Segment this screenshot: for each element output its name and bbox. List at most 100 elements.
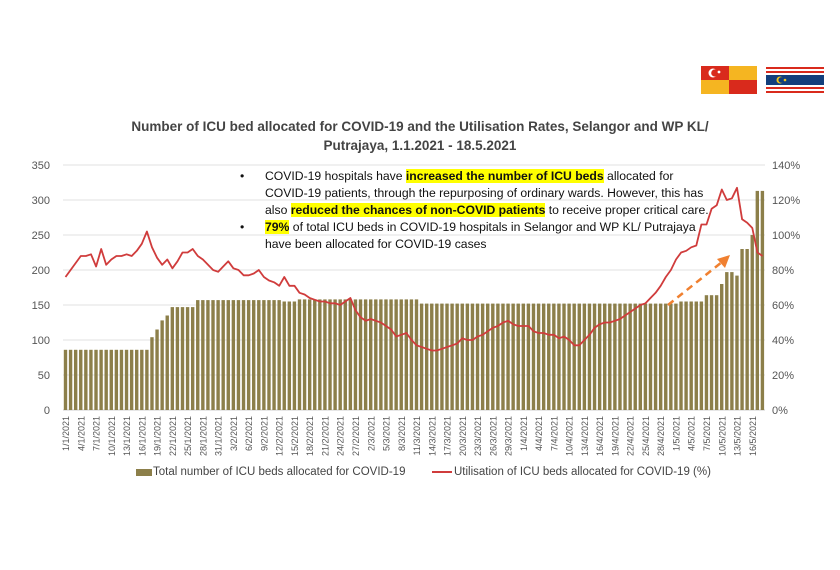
x-tick-label: 26/3/2021 bbox=[488, 416, 498, 456]
y-left-tick-label: 200 bbox=[32, 265, 50, 277]
bar bbox=[79, 349, 83, 410]
bar bbox=[547, 303, 551, 410]
bar bbox=[114, 349, 119, 410]
bar bbox=[674, 303, 678, 410]
bar bbox=[486, 303, 490, 410]
utilisation-line bbox=[64, 186, 764, 352]
x-tick-label: 3/2/2021 bbox=[229, 416, 239, 451]
bar bbox=[750, 235, 754, 410]
bar bbox=[633, 303, 637, 410]
y-left-tick-label: 350 bbox=[32, 160, 50, 172]
x-tick-label: 19/1/2021 bbox=[153, 416, 163, 456]
bar bbox=[531, 303, 536, 410]
bar bbox=[135, 349, 139, 410]
y-left-tick-label: 150 bbox=[32, 300, 50, 312]
annotation-segment: of total ICU beds in COVID-19 hospitals … bbox=[265, 220, 696, 251]
x-tick-label: 1/1/2021 bbox=[61, 416, 71, 451]
bar bbox=[145, 349, 149, 410]
bar bbox=[623, 303, 627, 410]
bar bbox=[511, 303, 515, 410]
y-right-tick-label: 0% bbox=[772, 405, 788, 417]
bar bbox=[190, 307, 195, 410]
bar bbox=[521, 303, 526, 410]
legend-item-line: Utilisation of ICU beds allocated for CO… bbox=[432, 466, 711, 478]
bar bbox=[552, 303, 556, 410]
y-left-tick-label: 100 bbox=[32, 335, 50, 347]
x-tick-label: 14/3/2021 bbox=[427, 416, 437, 456]
bar bbox=[526, 303, 531, 410]
x-tick-label: 2/3/2021 bbox=[366, 416, 376, 451]
bar bbox=[277, 300, 281, 410]
bar bbox=[516, 303, 520, 410]
x-tick-label: 13/4/2021 bbox=[580, 416, 590, 456]
x-tick-label: 16/1/2021 bbox=[137, 416, 147, 456]
bar bbox=[694, 301, 698, 410]
bar bbox=[297, 299, 302, 410]
bar bbox=[63, 349, 68, 410]
x-tick-label: 5/3/2021 bbox=[382, 416, 392, 451]
x-tick-label: 28/4/2021 bbox=[656, 416, 666, 456]
bar bbox=[287, 301, 292, 410]
bar bbox=[424, 303, 429, 410]
bullet-icon: • bbox=[240, 220, 245, 234]
bar bbox=[465, 303, 470, 410]
bar bbox=[353, 299, 358, 410]
bar bbox=[450, 303, 454, 410]
bar bbox=[384, 299, 388, 410]
bar bbox=[155, 329, 159, 410]
x-tick-label: 18/2/2021 bbox=[305, 416, 315, 456]
annotation-text: COVID-19 hospitals have increased the nu… bbox=[265, 168, 710, 219]
bar bbox=[307, 299, 312, 410]
x-tick-label: 9/2/2021 bbox=[259, 416, 269, 451]
bar bbox=[165, 315, 169, 410]
y-right-tick-label: 100% bbox=[772, 230, 800, 242]
x-tick-label: 19/4/2021 bbox=[610, 416, 620, 456]
bar bbox=[328, 299, 332, 410]
bar bbox=[557, 303, 561, 410]
bar bbox=[491, 303, 495, 410]
annotation-bullet: • 79% of total ICU beds in COVID-19 hospi… bbox=[240, 219, 710, 253]
bar bbox=[104, 349, 108, 410]
bar bbox=[394, 299, 398, 410]
bar bbox=[541, 303, 546, 410]
x-tick-label: 23/3/2021 bbox=[473, 416, 483, 456]
y-left-tick-label: 300 bbox=[32, 195, 50, 207]
x-tick-label: 4/4/2021 bbox=[534, 416, 544, 451]
bar bbox=[577, 303, 581, 410]
bar bbox=[170, 307, 175, 410]
bar bbox=[582, 303, 587, 410]
bar bbox=[201, 300, 205, 410]
x-tick-label: 27/2/2021 bbox=[351, 416, 361, 456]
bar bbox=[740, 249, 744, 410]
bar bbox=[389, 299, 393, 410]
bar bbox=[597, 303, 602, 410]
y-right-tick-label: 60% bbox=[772, 300, 794, 312]
bar bbox=[99, 349, 103, 410]
bar bbox=[704, 295, 709, 410]
x-tick-label: 7/1/2021 bbox=[92, 416, 102, 451]
x-tick-label: 17/3/2021 bbox=[443, 416, 453, 456]
bar bbox=[720, 284, 724, 410]
bar bbox=[348, 299, 353, 410]
x-tick-label: 12/2/2021 bbox=[275, 416, 285, 456]
bar bbox=[292, 301, 297, 410]
x-tick-label: 16/4/2021 bbox=[595, 416, 605, 456]
highlighted-text: reduced the chances of non-COVID patient… bbox=[290, 203, 546, 217]
bar bbox=[241, 300, 246, 410]
bar bbox=[94, 349, 98, 410]
bar bbox=[445, 303, 449, 410]
x-tick-label: 7/4/2021 bbox=[549, 416, 559, 451]
x-tick-label: 29/3/2021 bbox=[504, 416, 514, 456]
bar bbox=[648, 303, 653, 410]
bar bbox=[480, 303, 485, 410]
bar bbox=[536, 303, 541, 410]
bar bbox=[430, 303, 434, 410]
kuala-lumpur-flag-icon bbox=[766, 67, 824, 93]
bar bbox=[89, 349, 93, 410]
bar bbox=[643, 303, 648, 410]
bar bbox=[684, 301, 688, 410]
x-tick-label: 7/5/2021 bbox=[702, 416, 712, 451]
bar bbox=[379, 299, 383, 410]
bar bbox=[236, 300, 241, 410]
